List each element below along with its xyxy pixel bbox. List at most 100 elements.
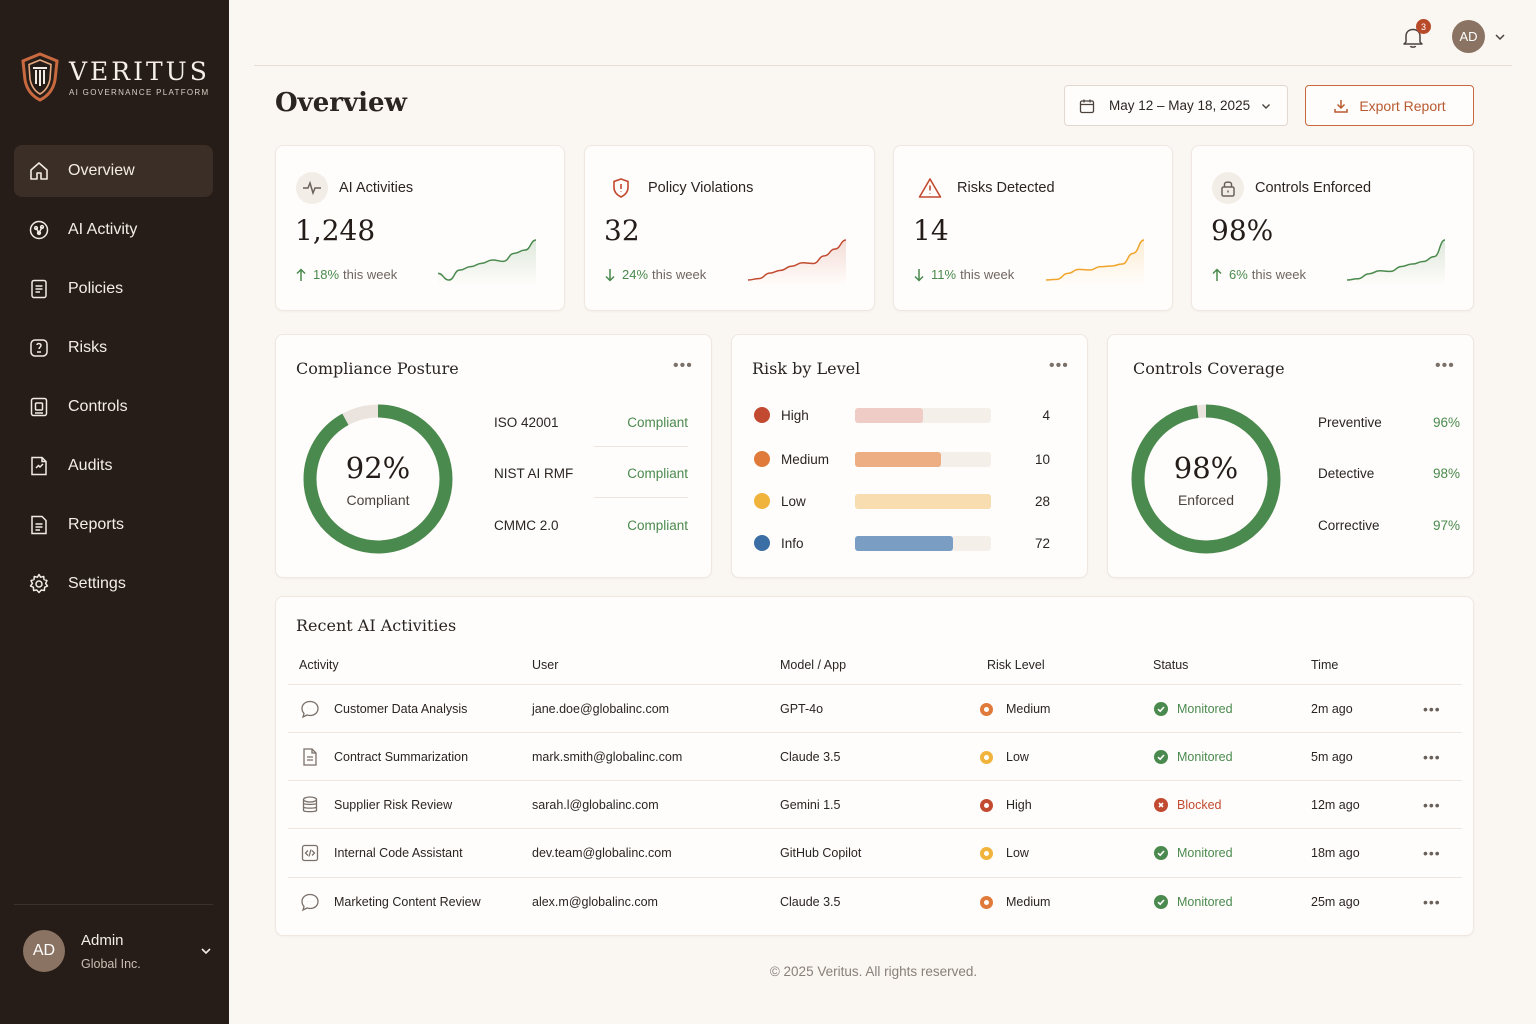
more-menu-icon[interactable]: ••• [1435,357,1455,374]
risk-dot [754,535,770,551]
activity-time: 25m ago [1311,895,1360,909]
risk-bar-track [855,407,991,423]
sidebar: VERITUS AI GOVERNANCE PLATFORM Overview … [0,0,229,1024]
table-row[interactable]: Internal Code Assistant dev.team@globali… [288,828,1462,876]
sidebar-item-risks[interactable]: Risks [14,322,213,374]
column-header[interactable]: Time [1311,658,1339,672]
audit-icon [28,455,50,477]
sparkline-line [1045,239,1145,281]
row-more-icon[interactable]: ••• [1423,701,1441,717]
framework-row[interactable]: CMMC 2.0 Compliant [494,500,688,551]
column-header[interactable]: Model / App [780,658,847,672]
row-more-icon[interactable]: ••• [1423,845,1441,861]
kpi-card-risks-detected[interactable]: Risks Detected 14 11% this week [893,145,1173,311]
bell-icon[interactable] [1400,24,1426,50]
activity-model: GPT-4o [780,702,824,716]
avatar[interactable]: AD [1452,20,1485,53]
activity-model: Claude 3.5 [780,750,841,764]
coverage-percent: 97% [1432,518,1460,533]
brand-logo[interactable]: VERITUS AI GOVERNANCE PLATFORM [20,52,210,102]
sidebar-item-audits[interactable]: Audits [14,440,213,492]
risk-by-level-card: Risk by Level ••• High 4 Medium 10 Low 2… [731,334,1088,578]
user-menu[interactable]: AD Admin Global Inc. [23,927,213,975]
activity-risk: High [1006,798,1032,812]
row-more-icon[interactable]: ••• [1423,749,1441,765]
sidebar-item-policies[interactable]: Policies [14,263,213,315]
kpi-title: Risks Detected [957,180,1055,196]
header-divider [254,65,1512,66]
kpi-card-ai-activities[interactable]: AI Activities 1,248 18% this week [275,145,565,311]
activity-model: Claude 3.5 [780,895,841,909]
more-menu-icon[interactable]: ••• [673,357,693,374]
table-row[interactable]: Supplier Risk Review sarah.l@globalinc.c… [288,780,1462,828]
framework-row[interactable]: ISO 42001 Compliant [494,397,688,448]
coverage-row[interactable]: Detective 98% [1318,448,1460,499]
sidebar-item-label: Controls [68,398,128,415]
framework-status: Compliant [627,466,688,481]
status-badge: Monitored [1177,846,1233,860]
row-more-icon[interactable]: ••• [1423,894,1441,910]
sparkline-line [437,239,537,281]
column-header[interactable]: User [532,658,559,672]
sidebar-item-label: Policies [68,280,124,297]
risk-level-row[interactable]: Info 72 [754,531,1050,555]
chevron-down-icon[interactable] [1493,30,1507,44]
activity-name: Customer Data Analysis [334,702,468,716]
coverage-row[interactable]: Preventive 96% [1318,397,1460,448]
file-icon [303,748,317,766]
download-icon [1334,99,1349,113]
risk-level-name: Medium [781,451,830,467]
activity-user: alex.m@globalinc.com [532,895,658,909]
sidebar-item-overview[interactable]: Overview [14,145,213,197]
shield-logo-icon [21,52,59,102]
framework-row[interactable]: NIST AI RMF Compliant [494,448,688,499]
table-row[interactable]: Customer Data Analysis jane.doe@globalin… [288,684,1462,732]
sparkline-area [748,240,846,286]
sparkline [437,239,537,286]
column-header[interactable]: Risk Level [987,658,1045,672]
activity-name: Supplier Risk Review [334,798,453,812]
kpi-card-controls-enforced[interactable]: Controls Enforced 98% 6% this week [1191,145,1474,311]
risk-level-row[interactable]: High 4 [754,403,1050,427]
risk-dot [754,493,770,509]
divider [594,446,688,447]
risk-dot [754,407,770,423]
risk-level-row[interactable]: Low 28 [754,489,1050,513]
section-title: Recent AI Activities [296,616,457,635]
sidebar-item-controls[interactable]: Controls [14,381,213,433]
coverage-percent: 98% [1173,451,1239,485]
calendar-icon [1079,99,1095,113]
sidebar-divider [14,904,213,905]
warning-icon [914,172,946,204]
coverage-name: Corrective [1318,518,1380,533]
sparkline-area [1046,240,1144,286]
column-header[interactable]: Activity [299,658,339,672]
more-menu-icon[interactable]: ••• [1049,357,1069,374]
coverage-row[interactable]: Corrective 97% [1318,500,1460,551]
activity-user: jane.doe@globalinc.com [532,702,670,716]
home-icon [28,160,50,182]
kpi-card-policy-violations[interactable]: Policy Violations 32 24% this week [584,145,875,311]
table-row[interactable]: Marketing Content Review alex.m@globalin… [288,877,1462,925]
kpi-value: 1,248 [295,214,376,247]
table-row[interactable]: Contract Summarization mark.smith@global… [288,732,1462,780]
sidebar-item-settings[interactable]: Settings [14,558,213,610]
coverage-percent: 96% [1432,415,1460,430]
ai-brain-icon [28,219,50,241]
status-icon [1154,895,1168,909]
row-more-icon[interactable]: ••• [1423,797,1441,813]
code-icon [301,844,319,862]
compliance-donut [303,404,453,554]
controls-coverage-card: Controls Coverage ••• 98% Enforced Preve… [1107,334,1474,578]
activity-time: 18m ago [1311,846,1360,860]
date-range-picker[interactable]: May 12 – May 18, 2025 [1064,85,1288,126]
pulse-icon [296,172,328,204]
activity-time: 5m ago [1311,750,1353,764]
sidebar-item-ai-activity[interactable]: AI Activity [14,204,213,256]
risk-dot [754,451,770,467]
export-report-button[interactable]: Export Report [1305,85,1474,126]
coverage-percent: 98% [1432,466,1460,481]
risk-level-row[interactable]: Medium 10 [754,447,1050,471]
sidebar-item-reports[interactable]: Reports [14,499,213,551]
column-header[interactable]: Status [1153,658,1189,672]
